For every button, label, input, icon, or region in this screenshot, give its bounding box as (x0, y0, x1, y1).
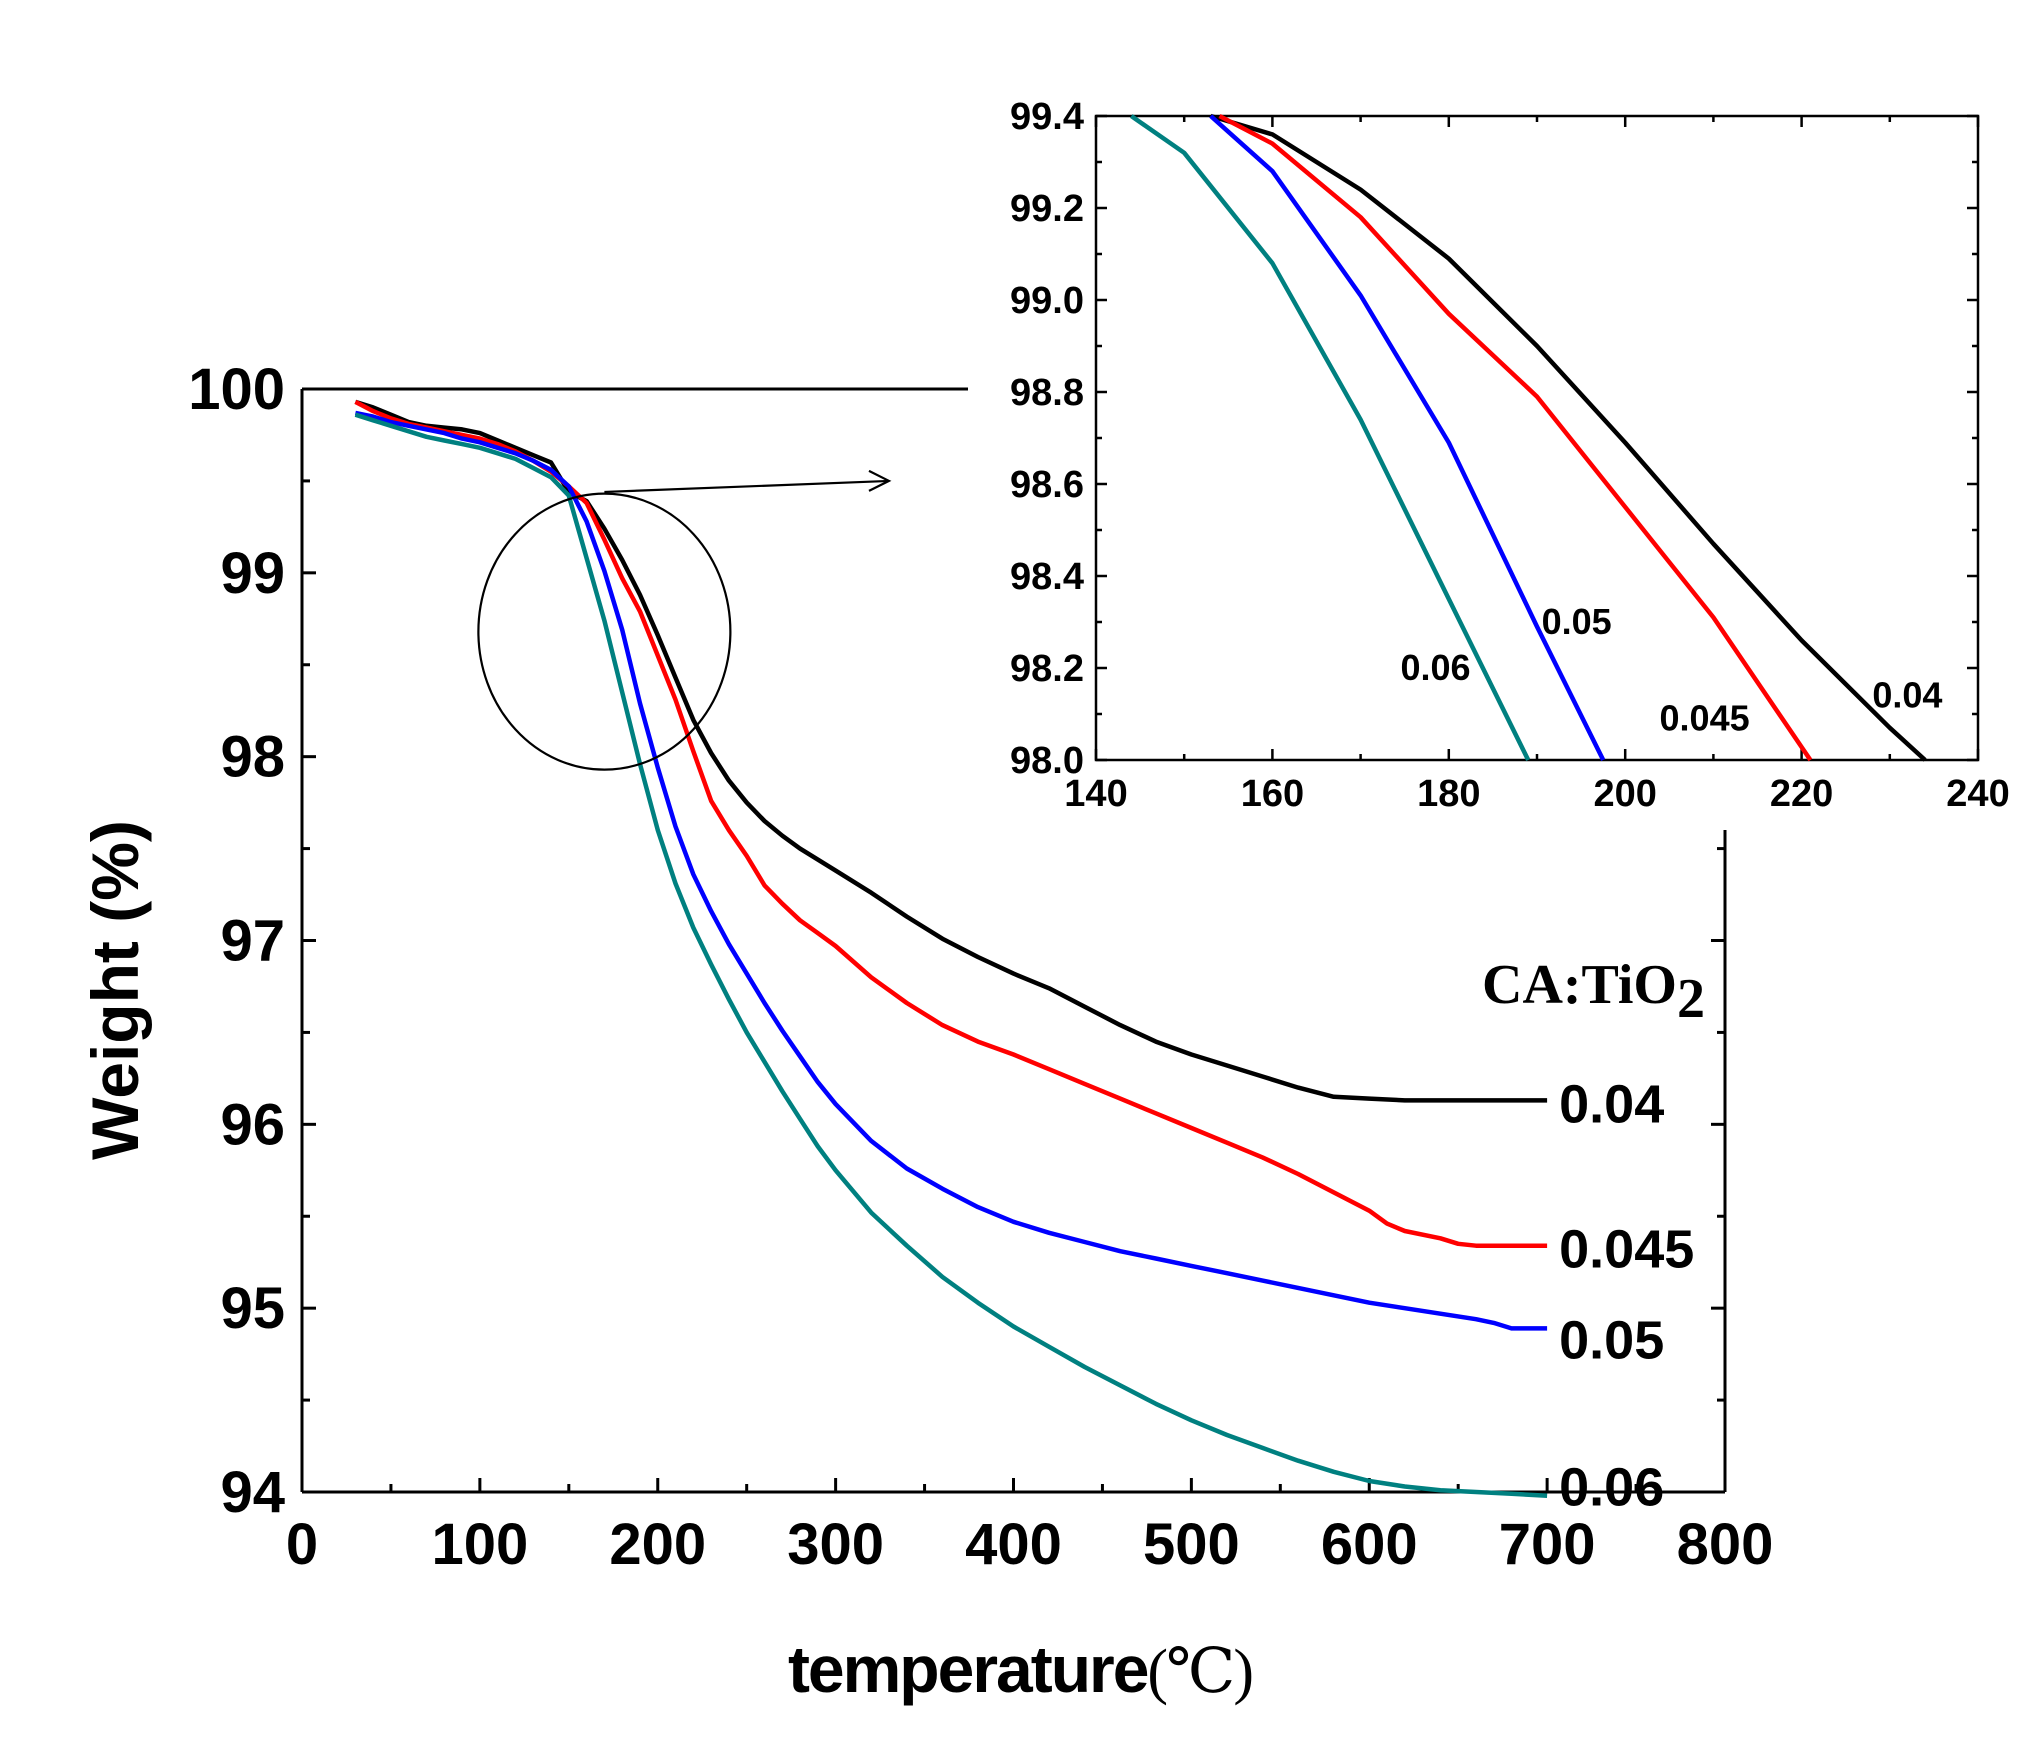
series-end-label-0.045: 0.045 (1559, 1220, 1694, 1280)
main-x-tick-label: 300 (787, 1512, 884, 1577)
zoom-arrow (604, 479, 890, 494)
inset-y-tick-label: 98.4 (1010, 556, 1084, 598)
inset-curve-labels: 0.04 0.045 0.05 0.06 (1401, 601, 1943, 739)
inset-x-tick-label: 180 (1417, 773, 1480, 815)
main-x-tick-label: 200 (609, 1512, 706, 1577)
series-line-0.04 (354, 399, 1548, 1103)
series-end-label-0.04: 0.04 (1559, 1074, 1664, 1134)
main-x-tick-label: 800 (1677, 1512, 1774, 1577)
inset-x-tick-label: 240 (1946, 773, 2009, 815)
main-x-tick-label: 500 (1143, 1512, 1240, 1577)
main-x-tick-label: 0 (286, 1512, 318, 1577)
main-y-tick-label: 97 (220, 909, 285, 974)
inset-y-tick-label: 98.0 (1010, 740, 1084, 782)
series-end-label-0.06: 0.06 (1559, 1458, 1664, 1518)
inset-series-line-0.05 (1209, 114, 1606, 762)
inset-x-tick-label: 140 (1064, 773, 1127, 815)
main-y-tick-label: 95 (220, 1276, 285, 1341)
series-line-0.05 (354, 410, 1548, 1331)
inset-axis-ticks (1094, 114, 1980, 762)
y-axis-title: Weight (%) (78, 820, 152, 1160)
zoom-circle (477, 492, 732, 771)
inset-curve-label-0.06: 0.06 (1401, 647, 1471, 688)
inset-frame (1094, 114, 1980, 762)
main-x-tick-label: 700 (1499, 1512, 1596, 1577)
series-end-label-0.05: 0.05 (1559, 1310, 1664, 1370)
main-y-tick-label: 98 (220, 725, 285, 790)
inset-series-group (1130, 113, 1927, 762)
x-axis-title: temperature(℃) (788, 1632, 1252, 1706)
main-y-tick-label: 96 (220, 1092, 285, 1157)
legend-title: CA:TiO2 (1482, 954, 1705, 1030)
inset-y-tick-label: 98.2 (1010, 648, 1084, 690)
inset-y-tick-label: 98.6 (1010, 464, 1084, 506)
main-x-tick-label: 600 (1321, 1512, 1418, 1577)
main-y-tick-label: 100 (188, 357, 285, 422)
inset-x-tick-label: 160 (1241, 773, 1304, 815)
inset-series-line-0.045 (1218, 114, 1813, 762)
inset-x-tick-label: 200 (1593, 773, 1656, 815)
main-x-tick-label: 400 (965, 1512, 1062, 1577)
main-x-tick-label: 100 (431, 1512, 528, 1577)
inset-tick-labels: 140 160 180 200 220 240 98.0 98.2 98.4 98.6 98.8 99… (1010, 96, 2010, 815)
main-y-tick-label: 99 (220, 541, 285, 606)
main-y-tick-label: 94 (220, 1460, 285, 1525)
main-axis-ticks (300, 387, 1727, 1494)
inset-curve-label-0.04: 0.04 (1872, 675, 1942, 716)
series-line-0.06 (354, 412, 1548, 1498)
main-end-labels: 0.04 0.045 0.05 0.06 (1559, 1074, 1694, 1517)
inset-y-tick-label: 99.4 (1010, 96, 1084, 138)
inset-series-line-0.04 (1210, 113, 1927, 762)
inset-y-tick-label: 99.0 (1010, 280, 1084, 322)
inset-y-tick-label: 99.2 (1010, 188, 1084, 230)
zoom-arrowhead (868, 469, 892, 492)
series-line-0.045 (354, 399, 1548, 1248)
main-series-group (354, 399, 1548, 1498)
inset-curve-label-0.05: 0.05 (1542, 601, 1612, 642)
main-tick-labels: 0 100 200 300 400 500 600 700 800 94 95 96 97 98 99 100 (188, 357, 1773, 1577)
inset-series-line-0.06 (1130, 114, 1531, 761)
inset-x-tick-label: 220 (1770, 773, 1833, 815)
inset-curve-label-0.045: 0.045 (1660, 698, 1750, 739)
inset-y-tick-label: 98.8 (1010, 372, 1084, 414)
